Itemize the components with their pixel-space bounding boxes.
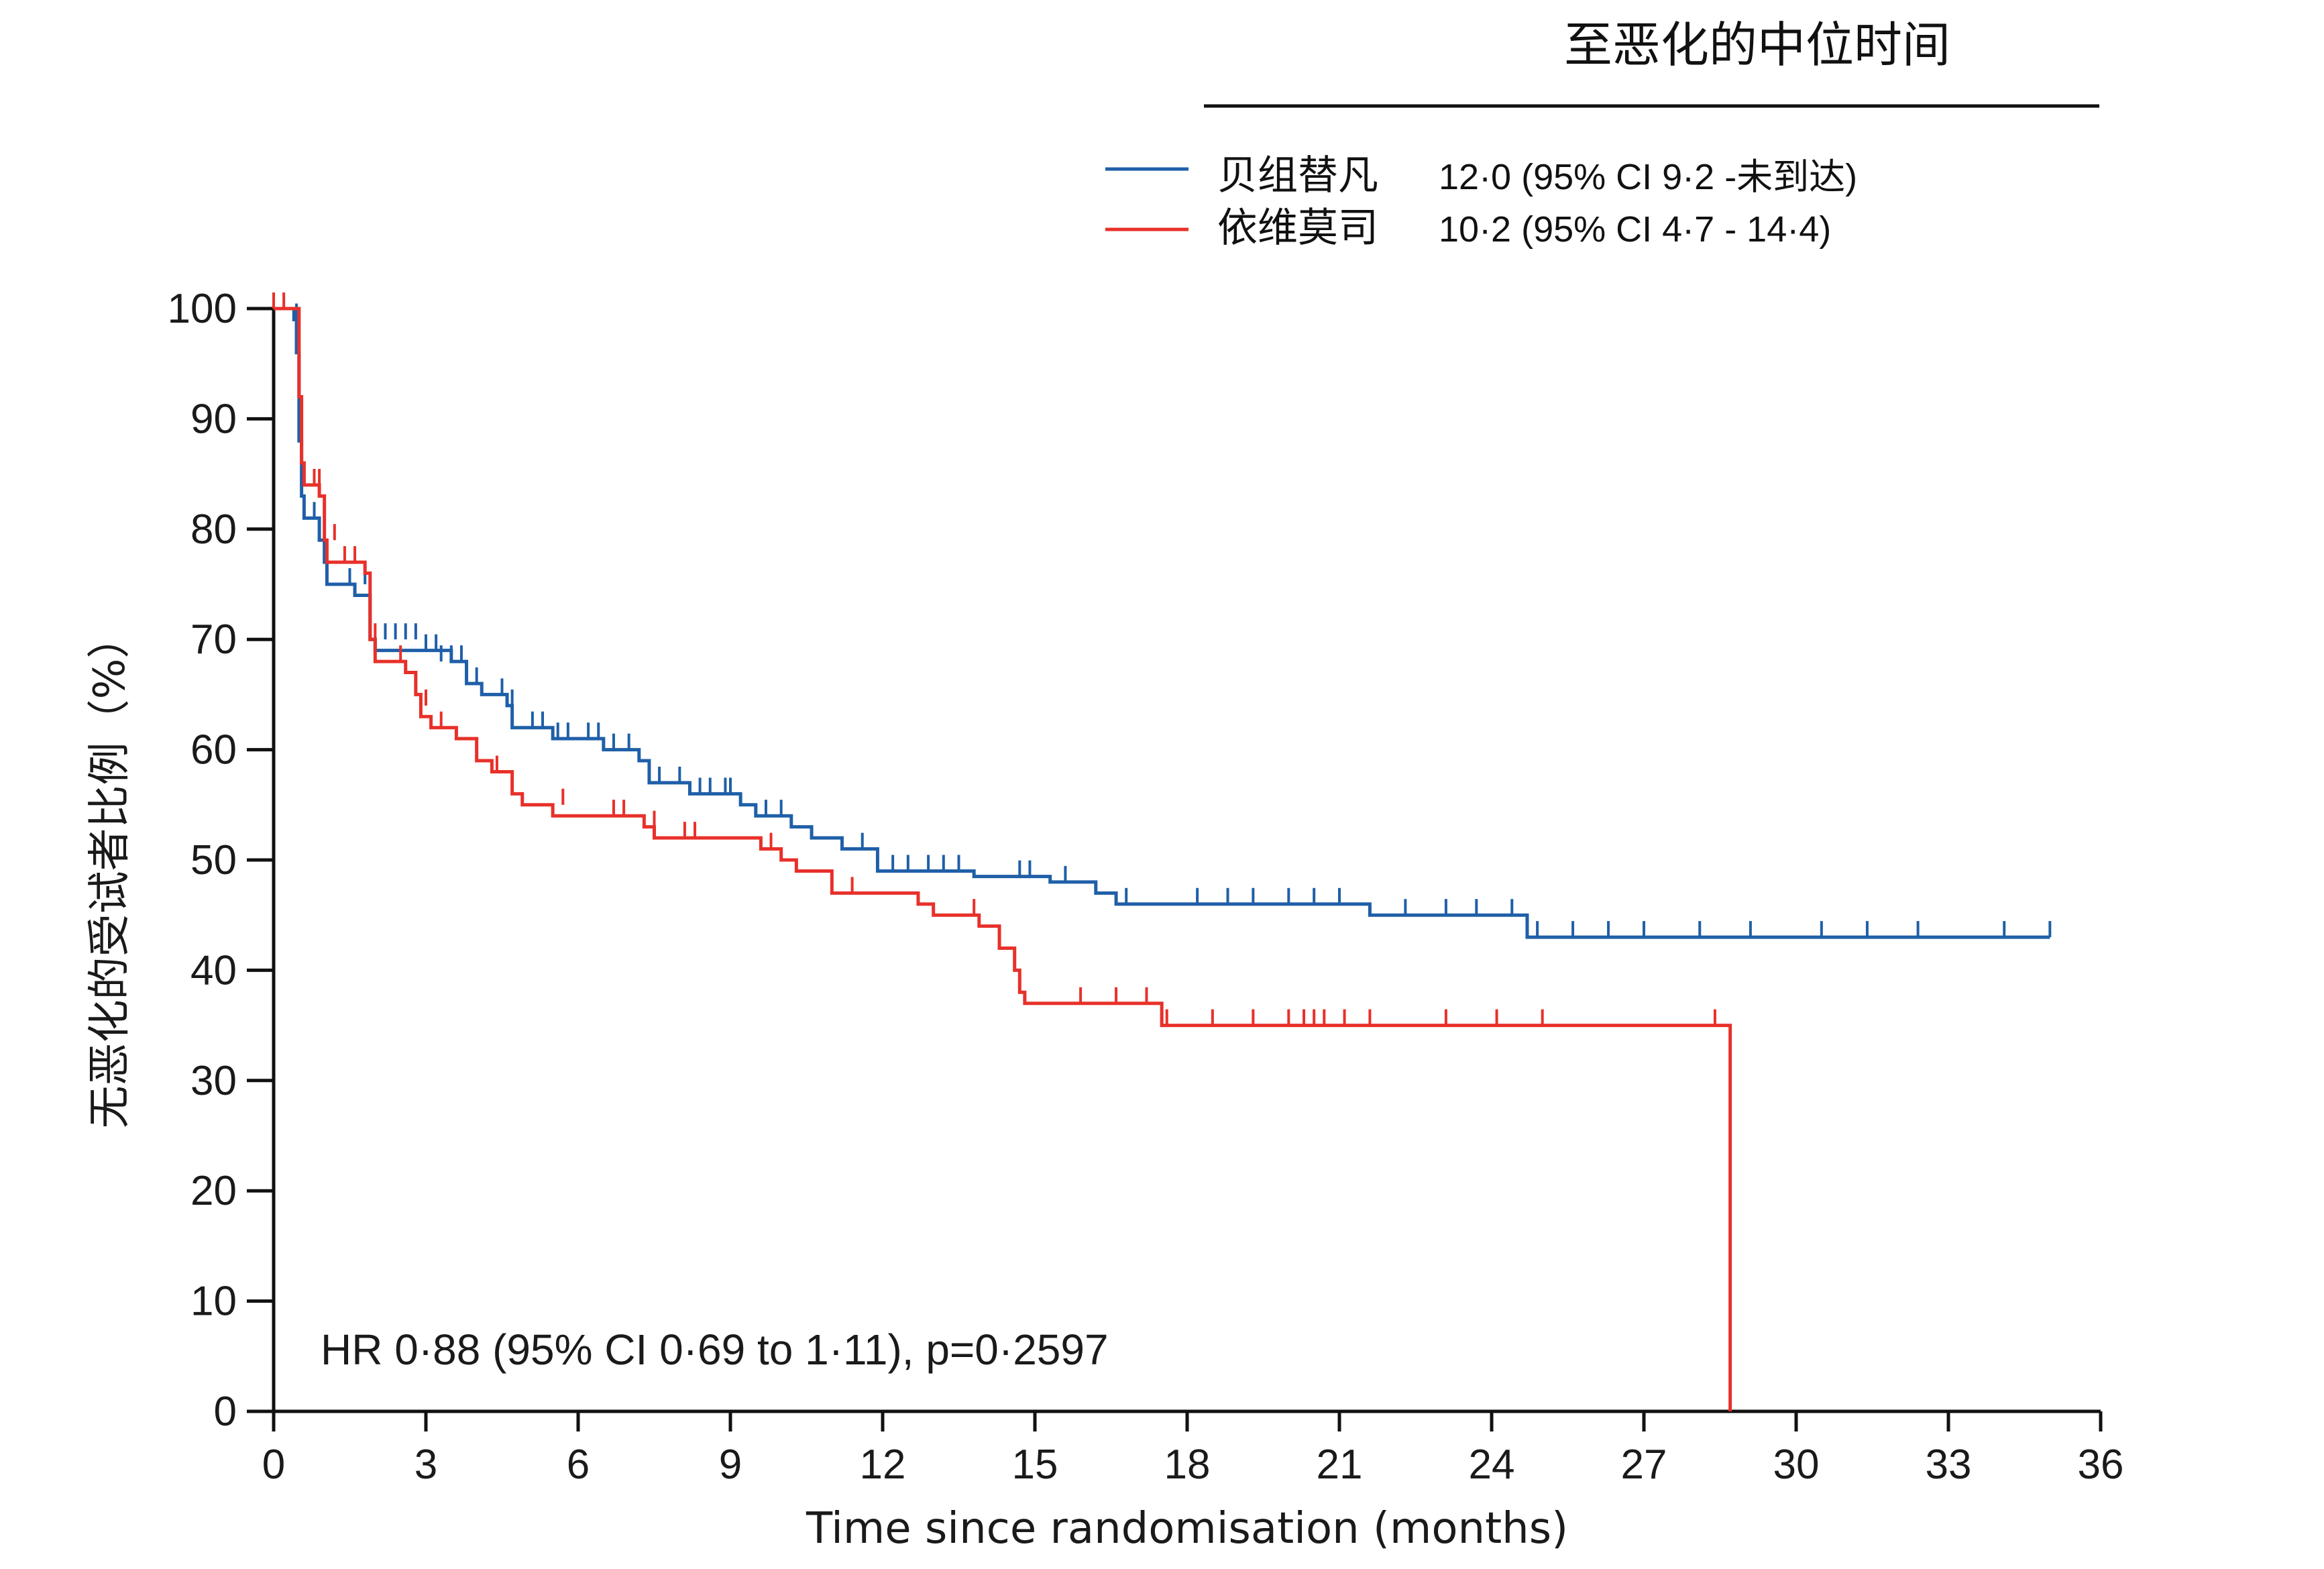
x-axis-label: Time since randomisation (months) [806, 1504, 1568, 1554]
legend-stat-series-1: 12·0 (95% CI 9·2 -未到达) [1439, 157, 1857, 197]
legend-label-series-1: 贝组替凡 [1217, 152, 1378, 199]
y-tick-label: 0 [214, 1389, 237, 1435]
km-curve-series-1 [274, 307, 2050, 939]
km-curve-series-2 [274, 307, 1732, 1411]
x-tick-label: 3 [414, 1442, 437, 1488]
y-tick-label: 80 [190, 506, 237, 553]
hazard-ratio-annotation: HR 0·88 (95% CI 0·69 to 1·11), p=0·2597 [321, 1325, 1109, 1374]
y-tick-label: 30 [190, 1058, 237, 1104]
legend-stat-series-2: 10·2 (95% CI 4·7 - 14·4) [1439, 209, 1831, 250]
legend-label-series-2: 依维莫司 [1217, 205, 1378, 252]
x-ticks: 0 3 6 9 12 15 18 21 24 27 30 33 36 [262, 1411, 2124, 1488]
x-tick-label: 27 [1621, 1442, 1667, 1488]
x-tick-label: 18 [1164, 1442, 1211, 1488]
x-tick-label: 15 [1012, 1442, 1058, 1488]
legend-header: 至恶化的中位时间 [1564, 17, 1950, 73]
x-tick-label: 6 [567, 1442, 590, 1488]
y-tick-label: 20 [190, 1168, 237, 1214]
y-axis-label: 无恶化的受试者比例（%） [85, 616, 135, 1129]
y-tick-label: 10 [190, 1279, 237, 1325]
y-tick-label: 50 [190, 837, 237, 883]
x-tick-label: 24 [1469, 1442, 1515, 1488]
y-tick-label: 100 [168, 286, 237, 332]
y-tick-label: 90 [190, 396, 237, 442]
y-tick-label: 40 [190, 947, 237, 993]
x-tick-label: 0 [262, 1442, 285, 1488]
x-tick-label: 36 [2078, 1442, 2124, 1488]
x-tick-label: 12 [860, 1442, 906, 1488]
y-ticks: 0 10 20 30 40 50 60 70 80 90 100 [168, 286, 274, 1435]
legend: 贝组替凡 12·0 (95% CI 9·2 -未到达) 依维莫司 10·2 (9… [1105, 152, 1857, 252]
y-tick-label: 70 [190, 616, 237, 663]
series-layer [272, 292, 2052, 1411]
y-tick-label: 60 [190, 727, 237, 773]
x-tick-label: 21 [1317, 1442, 1363, 1488]
x-tick-label: 9 [719, 1442, 742, 1488]
x-tick-label: 33 [1926, 1442, 1972, 1488]
x-tick-label: 30 [1773, 1442, 1820, 1488]
